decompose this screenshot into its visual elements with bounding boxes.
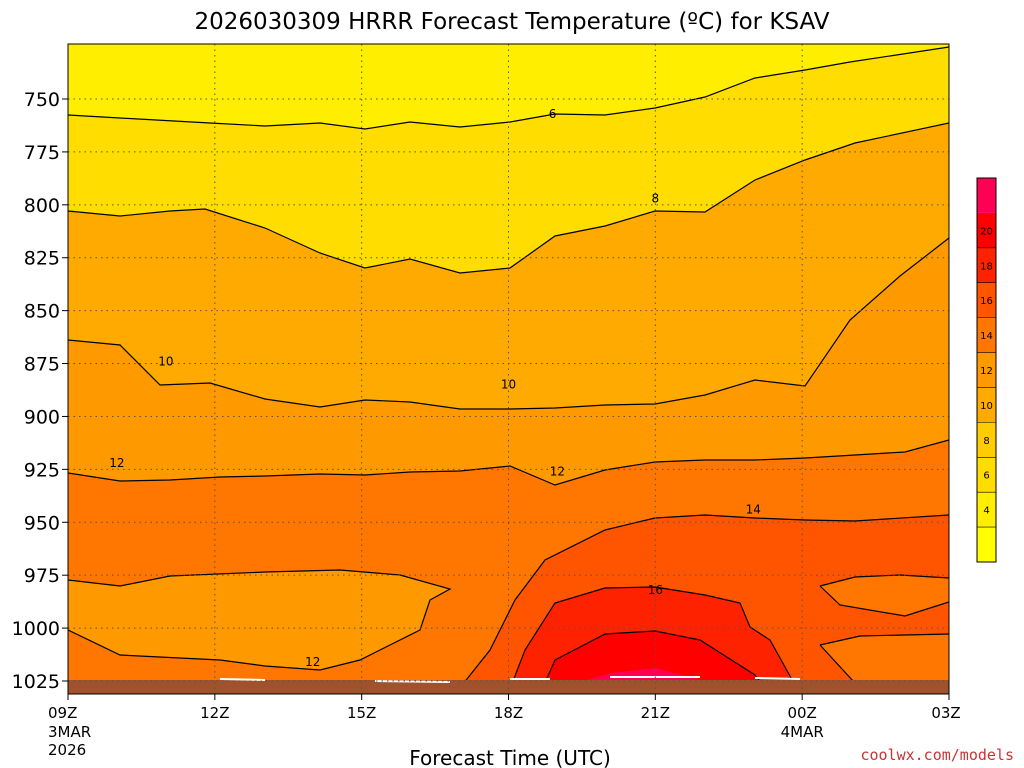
colorbar-tick-label: 8 — [983, 436, 989, 447]
x-tick-label: 18Z — [494, 704, 523, 722]
plot-area: 6 8 10 10 12 12 12 14 16 — [68, 44, 949, 694]
colorbar-tick-label: 20 — [980, 226, 993, 237]
credit-text[interactable]: coolwx.com/models — [860, 746, 1014, 764]
colorbar-swatch — [977, 457, 996, 493]
contour-label: 12 — [109, 456, 124, 470]
colorbar-swatch — [977, 352, 996, 388]
y-axis: 750 775 800 825 850 875 900 925 950 975 1000 1025 — [12, 89, 68, 693]
contour-label: 10 — [501, 378, 516, 392]
contour-label: 16 — [648, 583, 663, 597]
colorbar-tick-label: 16 — [980, 296, 993, 307]
x-tick-label: 12Z — [200, 704, 229, 722]
grid-lines — [68, 44, 949, 694]
y-tick-label: 1000 — [12, 618, 60, 640]
y-tick-label: 800 — [24, 195, 60, 217]
y-tick-label: 750 — [24, 89, 60, 111]
contour-label: 12 — [550, 464, 565, 478]
colorbar-swatch — [977, 282, 996, 318]
x-tick-label: 00Z — [787, 704, 816, 722]
colorbar-tick-label: 4 — [983, 506, 989, 517]
surface-band — [68, 680, 949, 694]
cool-pocket-left — [68, 570, 450, 670]
y-tick-label: 825 — [24, 248, 60, 270]
colorbar-frame — [976, 177, 997, 563]
colorbar-swatch — [977, 492, 996, 528]
colorbar-tick-label: 6 — [983, 471, 989, 482]
colorbar-swatch — [977, 178, 996, 213]
colorbar-swatch — [977, 387, 996, 423]
colorbar-swatch — [977, 317, 996, 353]
colorbar-swatch — [977, 422, 996, 458]
colorbar-tick-label: 14 — [980, 331, 993, 342]
contour-label: 8 — [652, 191, 660, 205]
x-axis-label: Forecast Time (UTC) — [409, 746, 611, 768]
colorbar: 4 6 8 10 12 14 16 18 20 — [976, 177, 997, 563]
y-tick-label: 950 — [24, 512, 60, 534]
x-tick-date-label: 3MAR — [48, 723, 91, 741]
colorbar-tick-label: 12 — [980, 366, 993, 377]
colorbar-tick-label: 18 — [980, 261, 993, 272]
x-tick-label: 03Z — [931, 704, 960, 722]
y-tick-label: 900 — [24, 406, 60, 428]
y-tick-label: 925 — [24, 459, 60, 481]
contour-label: 12 — [305, 655, 320, 669]
chart-title: 2026030309 HRRR Forecast Temperature (ºC… — [194, 9, 829, 35]
x-tick-label: 15Z — [347, 704, 376, 722]
x-tick-date-label: 4MAR — [781, 723, 824, 741]
cool-pocket-right-top — [820, 575, 949, 616]
y-tick-label: 875 — [24, 354, 60, 376]
contour-label: 6 — [549, 107, 557, 121]
y-tick-label: 775 — [24, 142, 60, 164]
contour-labels: 6 8 10 10 12 12 12 14 16 — [109, 107, 761, 669]
colorbar-swatch — [977, 247, 996, 283]
colorbar-tick-label: 10 — [980, 401, 993, 412]
cool-pocket-right-bottom — [820, 634, 949, 694]
contour-label: 14 — [746, 503, 761, 517]
colorbar-swatch — [977, 212, 996, 248]
y-tick-label: 850 — [24, 301, 60, 323]
x-tick-year-label: 2026 — [48, 741, 86, 759]
y-tick-label: 975 — [24, 565, 60, 587]
y-tick-label: 1025 — [12, 671, 60, 693]
x-tick-label: 09Z — [48, 704, 77, 722]
colorbar-swatch — [977, 527, 996, 562]
contour-label: 10 — [158, 354, 173, 368]
x-tick-label: 21Z — [641, 704, 670, 722]
